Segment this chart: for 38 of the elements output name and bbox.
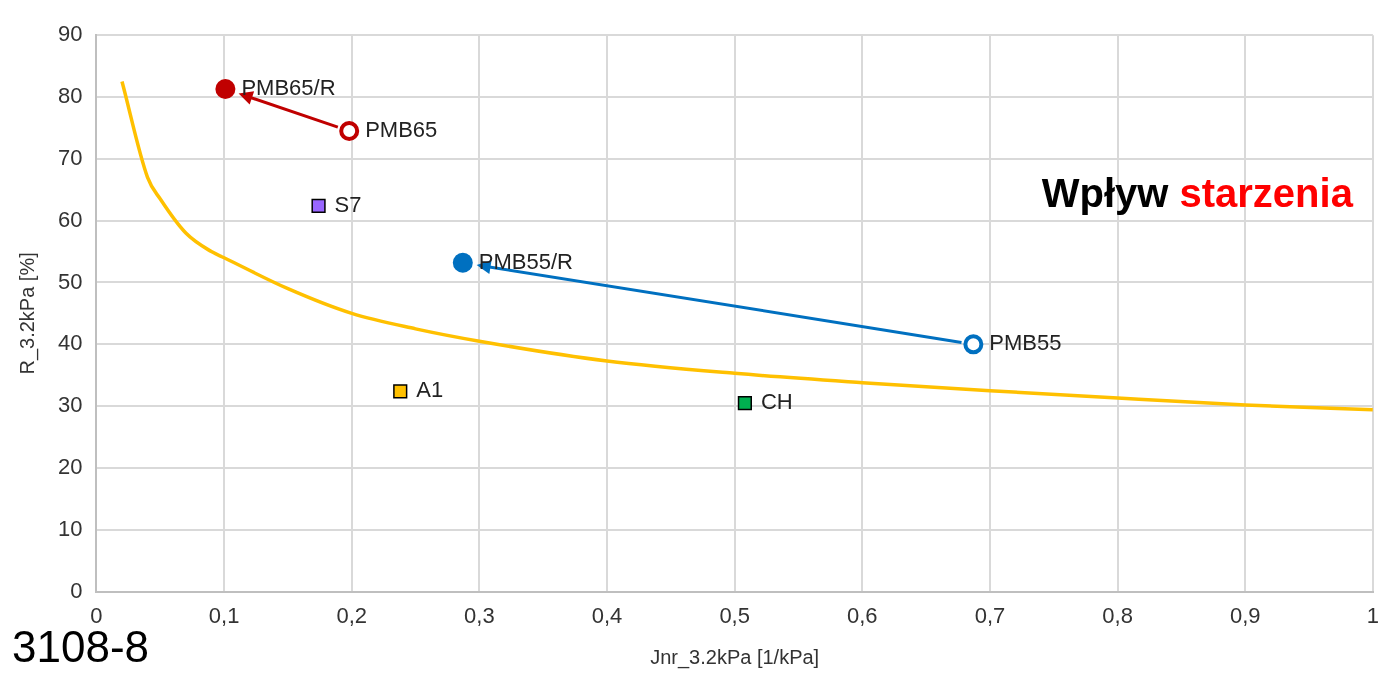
x-tick-label: 0,8 (1102, 602, 1133, 628)
y-axis-title: R_3.2kPa [%] (15, 252, 39, 375)
x-tick-label: 0,5 (719, 602, 750, 628)
y-tick-label: 60 (57, 206, 83, 232)
point (339, 121, 360, 142)
x-axis-title: Jnr_3.2kPa [1/kPa] (650, 645, 820, 669)
point (215, 78, 236, 99)
x-tick-label: 0,9 (1229, 602, 1261, 628)
series-label: PMB65 (365, 117, 438, 143)
x-tick-label: 0,6 (847, 602, 878, 628)
point (963, 334, 984, 355)
y-tick-label: 10 (57, 515, 83, 541)
series-label: PMB55 (989, 330, 1062, 356)
x-tick-label: 1 (1366, 602, 1380, 628)
series-label: S7 (334, 191, 362, 217)
y-tick-label: 70 (57, 144, 83, 170)
series-label: PMB65/R (241, 75, 336, 101)
series-label: A1 (416, 377, 444, 403)
y-tick-label: 30 (57, 392, 83, 418)
y-tick-label: 80 (57, 83, 83, 109)
y-tick-label: 40 (57, 330, 83, 356)
line-series (120, 79, 1373, 412)
point (311, 198, 326, 213)
x-tick-label: 0,2 (336, 602, 368, 628)
x-tick-label: 0,4 (591, 602, 623, 628)
point (737, 395, 752, 411)
x-tick-label: 0,3 (464, 602, 495, 628)
series-label: PMB55/R (478, 248, 573, 274)
y-tick-label: 50 (57, 268, 83, 294)
annotation: Wpływ starzenia (1041, 170, 1354, 215)
y-tick-label: 90 (57, 21, 83, 47)
y-tick-label: 20 (57, 454, 83, 480)
x-tick-label: 0,1 (208, 602, 240, 628)
point (393, 384, 408, 399)
y-tick-label: 0 (70, 577, 83, 603)
x-tick-label: 0,7 (974, 602, 1006, 628)
point (452, 252, 473, 273)
series-label: CH (760, 389, 793, 415)
